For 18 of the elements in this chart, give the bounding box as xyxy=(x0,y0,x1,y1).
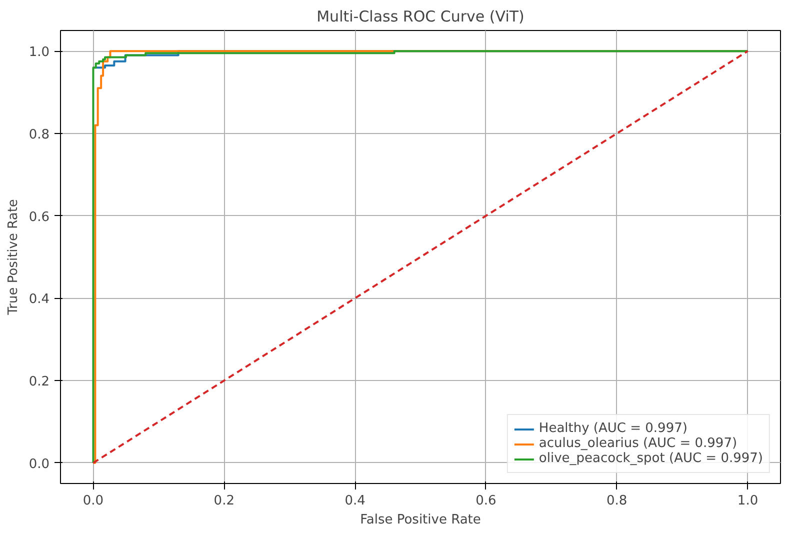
legend-label: olive_peacock_spot (AUC = 0.997) xyxy=(538,451,763,466)
y-tick-label: 0.8 xyxy=(28,127,50,142)
legend-label: aculus_olearius (AUC = 0.997) xyxy=(538,436,738,451)
x-tick-label: 0.8 xyxy=(606,494,628,508)
y-tick-label: 1.0 xyxy=(28,45,50,60)
y-tick-label: 0.0 xyxy=(28,456,50,472)
x-axis-title: False Positive Rate xyxy=(360,512,481,528)
x-tick-label: 0.2 xyxy=(214,494,234,508)
y-tick-label: 0.6 xyxy=(28,210,50,225)
y-tick-label: 0.4 xyxy=(28,292,50,308)
y-axis-title: True Positive Rate xyxy=(6,199,21,316)
x-tick-label: 1.0 xyxy=(737,494,758,508)
x-tick-label: 0.6 xyxy=(476,494,496,508)
y-tick-label: 0.2 xyxy=(28,374,50,390)
legend-label: Healthy (AUC = 0.997) xyxy=(538,421,688,436)
x-tick-label: 0.4 xyxy=(344,494,366,508)
x-tick-label: 0.0 xyxy=(82,494,104,508)
chart-title: Multi-Class ROC Curve (ViT) xyxy=(316,8,524,26)
